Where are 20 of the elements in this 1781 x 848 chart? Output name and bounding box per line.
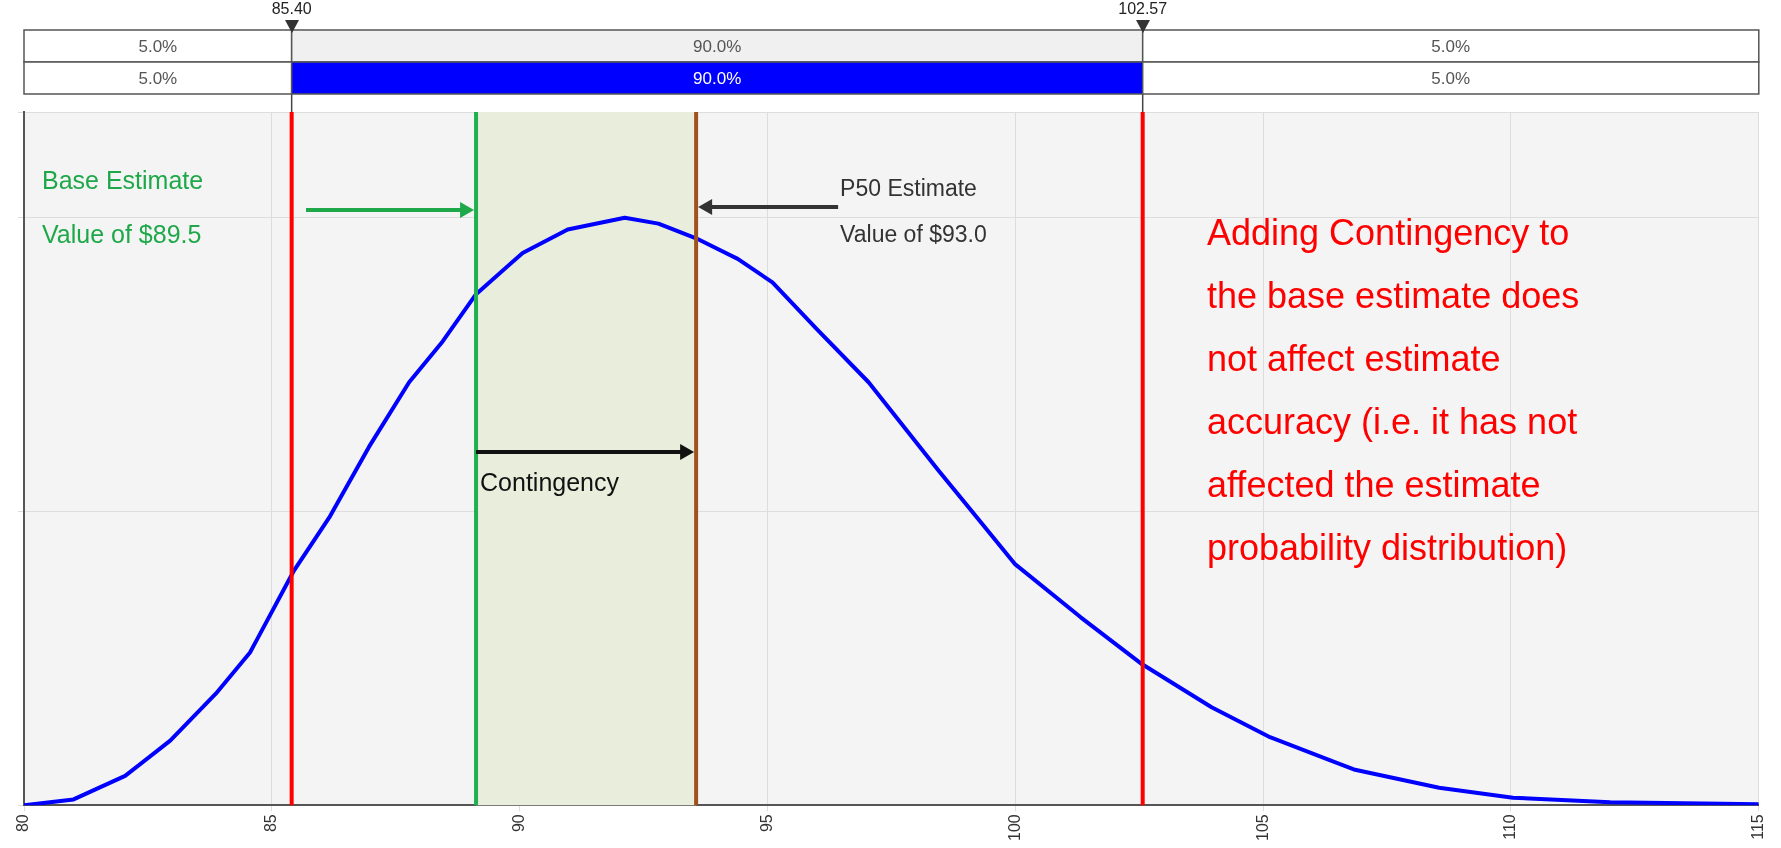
x-tick-label: 110 (1501, 814, 1519, 840)
annotation: P50 Estimate Value of $93.0 (840, 175, 987, 248)
annotation: Adding Contingency to the base estimate does not affect estimate accuracy (i.e. it has not affected the estimate probability distribution) (1207, 211, 1580, 568)
ref-line-label: 102.57 (1118, 0, 1168, 17)
x-tick-label: 80 (14, 814, 32, 833)
x-tick-label: 100 (1005, 814, 1023, 842)
text: 90.0% (693, 36, 742, 56)
x-tick-label: 90 (510, 814, 528, 833)
x-tick-label: 115 (1749, 814, 1767, 840)
x-tick-label: 85 (262, 814, 280, 833)
ref-line-label: 85.40 (271, 0, 312, 17)
x-tick-label: 95 (757, 814, 775, 833)
text: 5.0% (1431, 36, 1471, 56)
x-tick-label: 105 (1253, 814, 1271, 842)
annotation: Base Estimate Value of $89.5 (42, 165, 204, 248)
annotation: Contingency (480, 467, 620, 496)
text: 5.0% (138, 68, 178, 88)
text: 5.0% (138, 36, 178, 56)
text: 5.0% (1431, 68, 1471, 88)
text: 90.0% (693, 68, 742, 88)
